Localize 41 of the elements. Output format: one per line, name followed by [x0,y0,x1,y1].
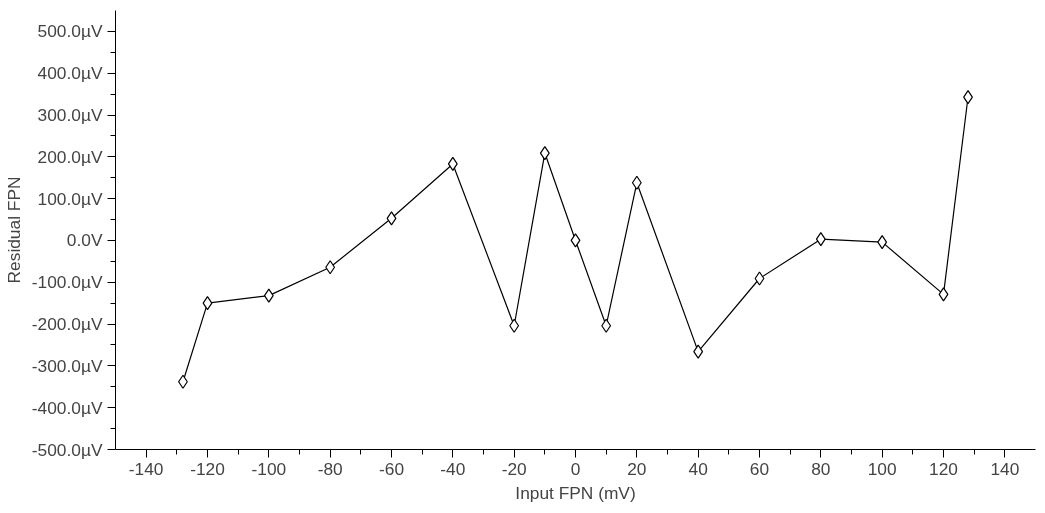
x-tick-label: 120 [929,458,958,479]
point [631,175,642,190]
x-tick-label: -140 [128,458,164,479]
point [601,318,612,333]
x-tick-label: -40 [440,458,466,479]
y-tick-label: 400.0µV [37,63,103,84]
y-tick-label: -400.0µV [31,397,103,418]
point [263,288,274,303]
x-tick-label: -80 [317,458,343,479]
x-axis-title: Input FPN (mV) [515,482,636,503]
point [877,235,888,250]
y-tick-label: -500.0µV [31,439,103,460]
x-tick-label: -100 [251,458,287,479]
x-tick-label: -60 [378,458,405,479]
y-tick-label: 100.0µV [37,188,103,209]
point [754,271,765,286]
y-tick-label: -300.0µV [31,355,103,376]
point [509,318,520,333]
y-tick-label: 500.0µV [37,21,103,42]
x-tick-label: 20 [627,458,647,479]
y-tick-label: 0.0V [66,230,103,251]
point [325,260,336,275]
x-tick-label: 140 [990,458,1020,479]
y-tick-label: 200.0µV [37,146,103,167]
point [938,287,949,302]
point [386,211,397,226]
y-tick-label: -200.0µV [31,314,103,335]
x-tick-label: 60 [749,458,770,479]
x-tick-label: 100 [867,458,897,479]
y-tick-label: -100.0µV [31,272,103,293]
x-tick-label: 80 [811,458,831,479]
x-tick-label: 0 [570,458,581,479]
x-tick-label: -20 [501,458,527,479]
y-tick-label: 300.0µV [37,105,103,126]
x-tick-label: 40 [688,458,708,479]
point [815,232,826,247]
point [202,296,213,311]
x-tick-label: -120 [190,458,225,479]
point [570,233,581,248]
y-axis-title: Residual FPN [3,176,24,284]
point [693,344,704,359]
